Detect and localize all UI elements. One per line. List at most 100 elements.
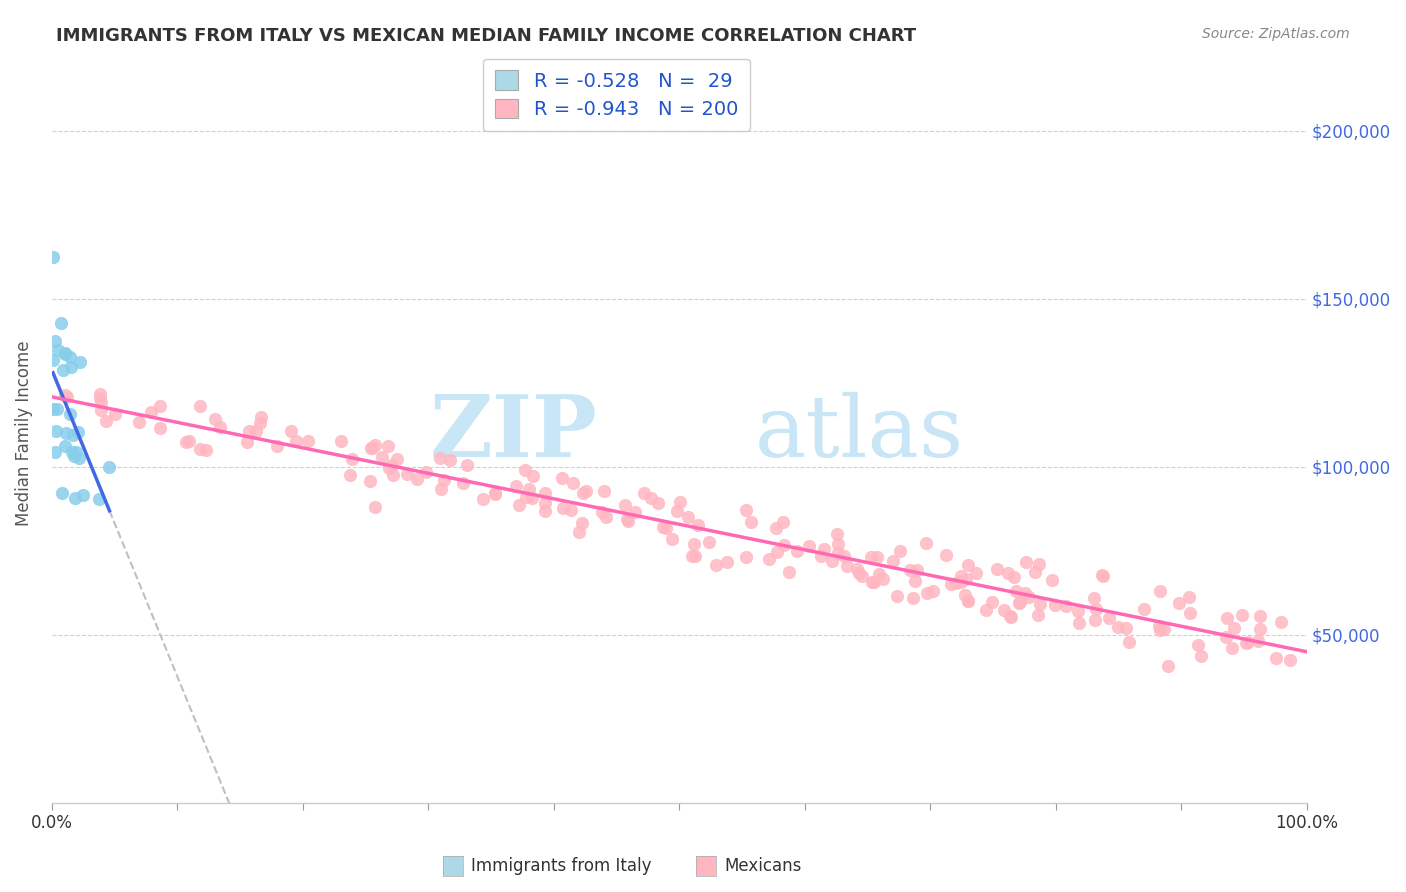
Point: [249, 416, 271, 430]
Point: [735, 549, 758, 564]
Point: [387, 452, 409, 467]
Point: [1028, 607, 1050, 622]
Point: [69, 355, 91, 369]
Point: [266, 439, 288, 453]
Point: [371, 450, 394, 465]
Point: [339, 468, 361, 483]
Point: [1153, 622, 1175, 636]
Point: [1247, 634, 1270, 648]
Text: IMMIGRANTS FROM ITALY VS MEXICAN MEDIAN FAMILY INCOME CORRELATION CHART: IMMIGRANTS FROM ITALY VS MEXICAN MEDIAN …: [56, 27, 917, 45]
Point: [406, 472, 429, 486]
Point: [42, 250, 65, 264]
Point: [832, 549, 855, 564]
Point: [377, 438, 399, 452]
Point: [797, 539, 820, 553]
Point: [149, 399, 172, 413]
Point: [685, 549, 707, 563]
Point: [72, 488, 94, 502]
Point: [1084, 602, 1107, 616]
Point: [1107, 620, 1129, 634]
Point: [845, 562, 868, 576]
Point: [44, 445, 66, 459]
Point: [67, 450, 90, 465]
Point: [904, 574, 927, 588]
Point: [889, 544, 911, 558]
Point: [381, 458, 404, 472]
Point: [778, 565, 800, 579]
Point: [52, 363, 75, 377]
Point: [957, 594, 980, 608]
Point: [827, 537, 849, 551]
Point: [1000, 610, 1022, 624]
Point: [882, 554, 904, 568]
Point: [572, 486, 595, 500]
Point: [204, 411, 226, 425]
Point: [993, 603, 1015, 617]
Point: [439, 453, 461, 467]
Point: [44, 334, 66, 348]
Point: [59, 350, 82, 364]
Point: [758, 552, 780, 566]
Point: [1215, 630, 1237, 644]
Point: [810, 549, 832, 563]
Point: [280, 424, 302, 438]
Point: [429, 450, 451, 465]
Point: [825, 526, 848, 541]
Point: [591, 505, 613, 519]
Point: [593, 484, 616, 499]
Point: [53, 388, 76, 402]
Point: [1149, 583, 1171, 598]
Point: [340, 452, 363, 467]
Point: [1133, 601, 1156, 615]
Point: [1249, 623, 1271, 637]
Point: [1230, 607, 1253, 622]
Point: [772, 515, 794, 529]
Point: [848, 566, 870, 580]
Point: [976, 603, 998, 617]
Y-axis label: Median Family Income: Median Family Income: [15, 341, 32, 526]
Point: [1083, 591, 1105, 605]
Point: [1084, 613, 1107, 627]
Text: atlas: atlas: [755, 392, 965, 475]
Point: [661, 532, 683, 546]
Point: [1005, 584, 1028, 599]
Point: [955, 573, 977, 587]
Point: [520, 491, 543, 506]
Point: [508, 498, 530, 512]
Point: [939, 577, 962, 591]
Point: [190, 442, 212, 456]
Point: [45, 425, 67, 439]
Point: [453, 475, 475, 490]
Point: [1189, 649, 1212, 664]
Point: [551, 500, 574, 515]
Point: [515, 490, 537, 504]
Point: [575, 484, 598, 499]
Point: [616, 512, 638, 526]
Point: [55, 426, 77, 441]
Point: [955, 588, 977, 602]
Point: [773, 538, 796, 552]
Point: [60, 445, 83, 459]
Point: [45, 401, 67, 416]
Text: Mexicans: Mexicans: [724, 857, 801, 875]
Point: [53, 347, 76, 361]
Point: [568, 525, 591, 540]
Point: [868, 567, 890, 582]
Point: [1216, 611, 1239, 625]
Point: [624, 505, 647, 519]
Point: [53, 439, 76, 453]
Point: [1149, 619, 1171, 633]
Point: [359, 474, 381, 488]
Point: [905, 562, 928, 576]
Point: [956, 594, 979, 608]
Point: [813, 541, 835, 556]
Point: [765, 521, 787, 535]
Point: [766, 545, 789, 559]
Text: Source: ZipAtlas.com: Source: ZipAtlas.com: [1202, 27, 1350, 41]
Point: [96, 414, 118, 428]
Point: [652, 520, 675, 534]
Point: [1234, 636, 1257, 650]
Point: [208, 419, 231, 434]
Point: [704, 558, 727, 573]
Point: [1098, 611, 1121, 625]
